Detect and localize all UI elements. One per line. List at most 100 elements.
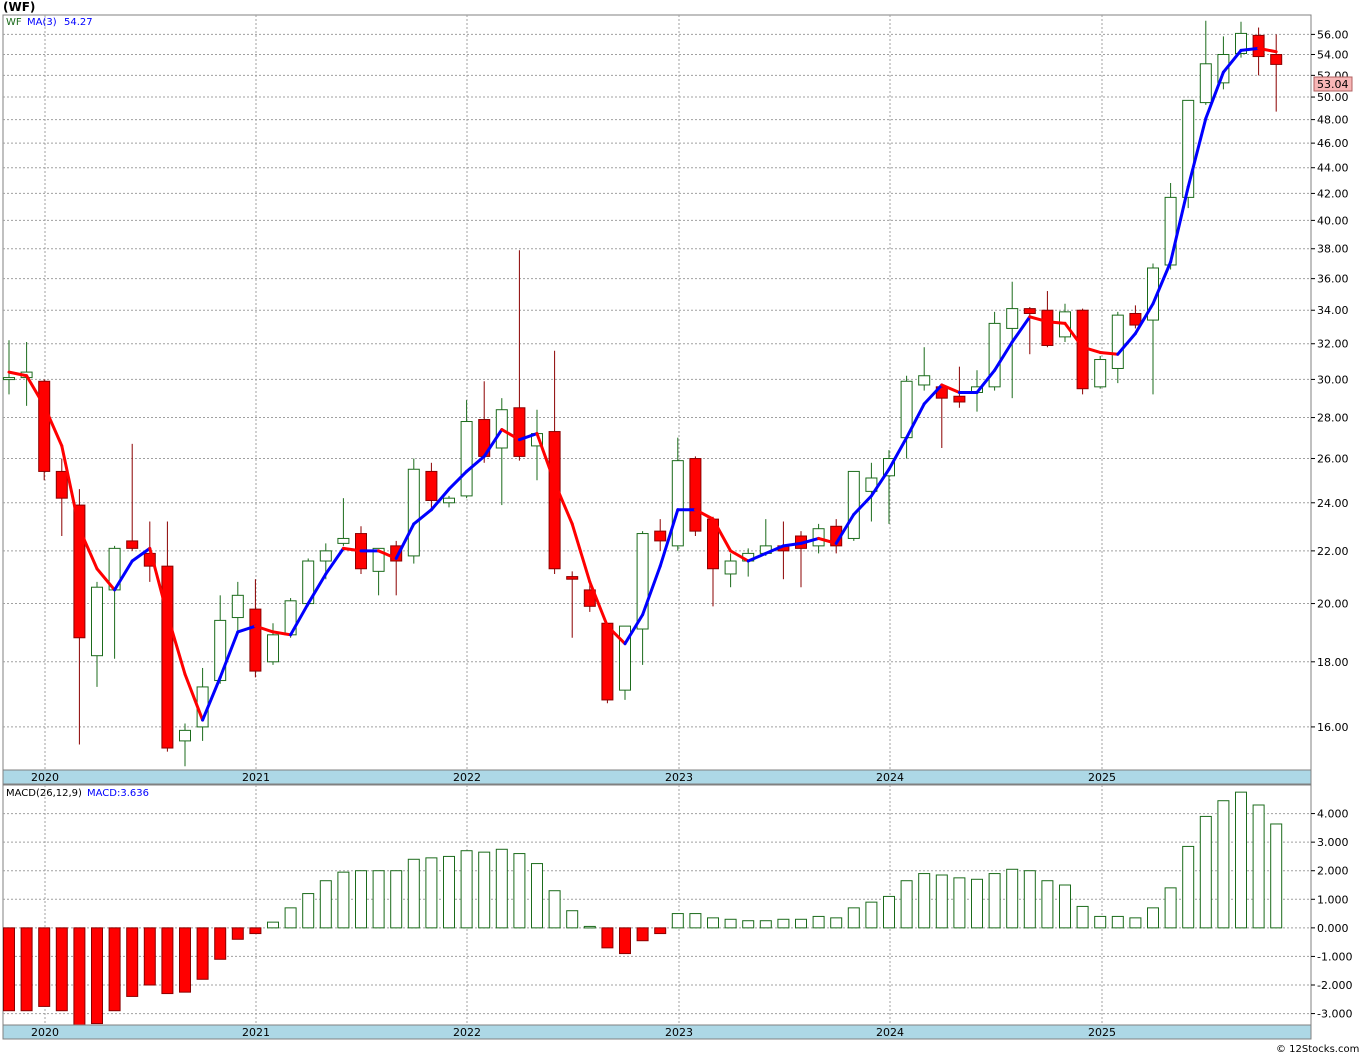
candle	[1270, 34, 1283, 112]
macd-y-axis: 4.000 3.000 2.000 1.000 0.000 -1.000 -2.000 -3.…	[1311, 808, 1352, 1021]
ma-segment	[799, 536, 821, 545]
ma-segment	[148, 546, 169, 617]
macd-bar	[654, 927, 667, 935]
macd-bar	[795, 918, 807, 929]
macd-bar	[20, 927, 33, 1012]
candle-body	[918, 375, 931, 386]
price-tick-label: 22.00	[1317, 545, 1349, 558]
candle-body	[1006, 308, 1019, 329]
ma-segment	[271, 630, 293, 637]
macd-bar	[883, 895, 895, 929]
price-tick-label: 56.00	[1317, 28, 1349, 41]
price-x-label: 2025	[1088, 771, 1116, 784]
macd-bar	[108, 927, 121, 1012]
macd-tick-label: 0.000	[1317, 922, 1349, 935]
ma-segment	[993, 340, 1014, 372]
candle-body	[1182, 99, 1195, 198]
macd-bar	[73, 927, 86, 1026]
candle-body	[231, 594, 244, 619]
candle-body	[91, 586, 103, 657]
candle-body	[619, 625, 631, 691]
macd-bar	[847, 907, 860, 929]
ma-segment	[60, 444, 81, 531]
macd-bar	[1076, 905, 1089, 929]
candle-body	[847, 470, 860, 539]
macd-bar	[161, 927, 174, 995]
candle-body	[1252, 34, 1265, 58]
price-tick-label: 20.00	[1317, 598, 1349, 611]
macd-bar	[1270, 823, 1283, 929]
candle	[847, 470, 860, 541]
candle	[1252, 27, 1265, 76]
candle	[55, 458, 68, 536]
price-x-axis: 2020 2021 2022 2023 2024 2025	[31, 771, 1116, 784]
last-price-box	[1313, 76, 1353, 92]
macd-tick-label: 2.000	[1317, 865, 1349, 878]
candle-body	[179, 729, 191, 742]
ma-segment	[834, 512, 856, 545]
macd-bar	[513, 853, 526, 929]
candle-body	[513, 407, 526, 457]
candle	[443, 495, 455, 508]
macd-bar	[636, 927, 649, 942]
candle-body	[3, 377, 15, 381]
price-tick-label: 40.00	[1317, 214, 1349, 227]
candle-body	[636, 533, 649, 630]
ma-segment	[482, 428, 504, 458]
candle	[337, 498, 350, 546]
ma-segment	[377, 549, 398, 560]
ma-segment	[253, 624, 275, 634]
macd-bar	[707, 917, 719, 929]
macd-panel	[2, 784, 1312, 1026]
macd-bar	[407, 858, 420, 929]
macd-bar	[478, 851, 491, 929]
macd-x-axis: 2020 2021 2022 2023 2024 2025	[31, 1026, 1116, 1039]
candle-body	[1164, 196, 1177, 266]
candle-body	[654, 530, 667, 542]
candle	[91, 581, 103, 687]
macd-bar	[1164, 887, 1177, 929]
ma-segment	[289, 602, 310, 637]
ma-segment	[1186, 116, 1208, 189]
ma-segment	[1204, 70, 1225, 120]
macd-bar	[1199, 815, 1212, 929]
candle-body	[425, 470, 438, 501]
price-tick-label: 32.00	[1317, 338, 1349, 351]
macd-bar	[231, 927, 244, 940]
macd-bar	[935, 874, 948, 929]
macd-bar	[1217, 800, 1230, 929]
price-tick-label: 28.00	[1317, 412, 1349, 425]
candle	[390, 540, 403, 596]
macd-bar	[971, 878, 983, 929]
ma-segment	[623, 613, 645, 646]
price-y-axis: 16.00 18.00 20.00 22.00 24.00 26.00 28.00 30.00…	[1311, 28, 1349, 734]
macd-bar	[531, 863, 543, 929]
macd-bar	[55, 927, 68, 1012]
candle-body	[1094, 359, 1107, 388]
candle-body	[443, 497, 455, 504]
macd-bar	[355, 870, 367, 929]
ma-segment	[7, 370, 29, 378]
macd-bar	[372, 870, 385, 929]
macd-bar	[126, 927, 139, 997]
ma-segment	[852, 494, 873, 516]
ma-segment	[940, 383, 961, 394]
ma-segment	[764, 544, 785, 555]
macd-x-label: 2021	[242, 1026, 270, 1039]
ma-segment	[869, 467, 891, 498]
ma-segment	[500, 428, 521, 442]
macd-x-label: 2020	[31, 1026, 59, 1039]
candle-body	[319, 550, 332, 562]
macd-bar	[38, 927, 51, 1007]
macd-bar	[830, 917, 843, 929]
chart-title: (WF)	[3, 0, 35, 14]
price-tick-label: 30.00	[1317, 373, 1349, 386]
candle	[249, 579, 262, 678]
candle	[689, 456, 702, 536]
candle	[1094, 355, 1107, 389]
candle-body	[337, 537, 350, 544]
candle-body	[1111, 314, 1124, 369]
candle	[671, 437, 684, 551]
